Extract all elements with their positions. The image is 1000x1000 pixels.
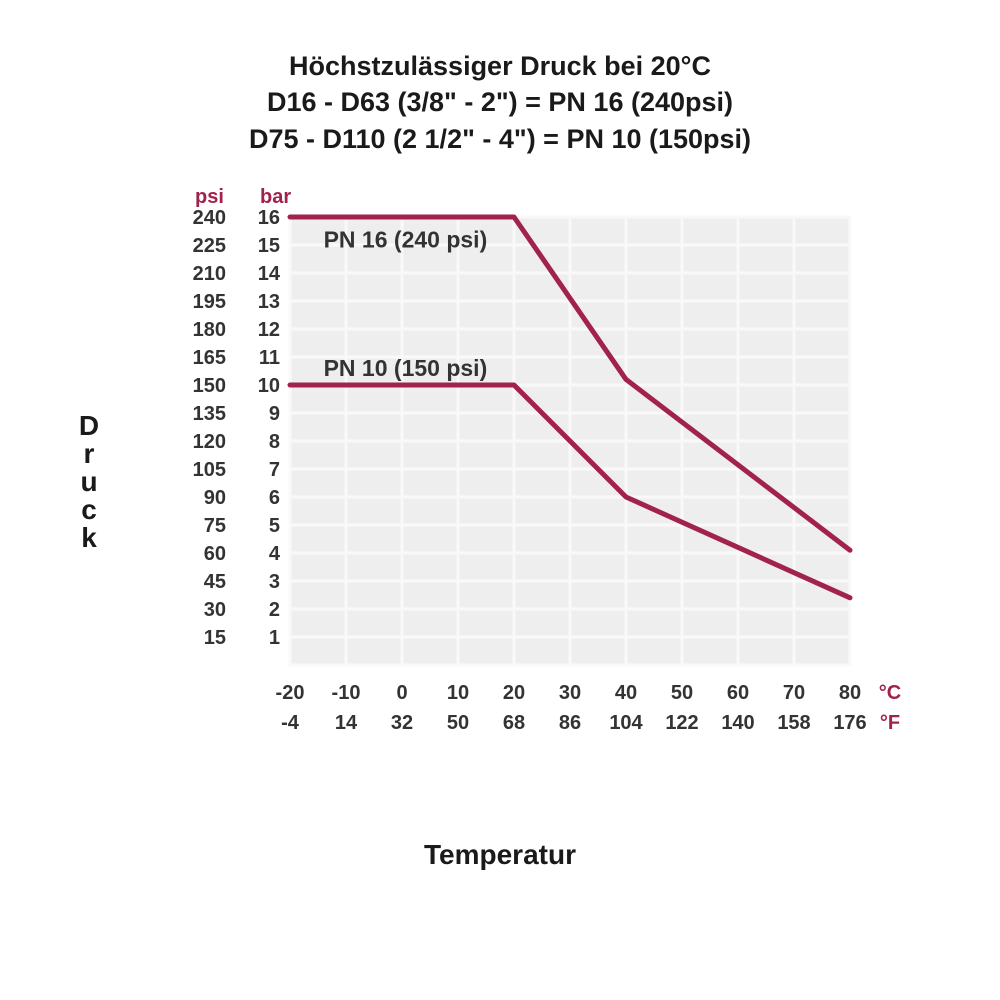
svg-text:104: 104 [609, 712, 643, 734]
svg-text:°C: °C [879, 682, 901, 704]
svg-text:0: 0 [396, 682, 407, 704]
chart-container: Druck psibar1513024536047559061057120813… [0, 157, 1000, 877]
svg-text:1: 1 [269, 627, 280, 649]
svg-text:10: 10 [258, 375, 280, 397]
svg-text:15: 15 [258, 235, 280, 257]
svg-text:180: 180 [193, 319, 226, 341]
svg-text:70: 70 [783, 682, 805, 704]
svg-text:165: 165 [193, 347, 226, 369]
svg-text:psi: psi [195, 186, 224, 208]
svg-text:80: 80 [839, 682, 861, 704]
svg-text:11: 11 [259, 347, 280, 369]
svg-text:176: 176 [833, 712, 866, 734]
title-line-3: D75 - D110 (2 1/2" - 4") = PN 10 (150psi… [0, 121, 1000, 157]
title-line-1: Höchstzulässiger Druck bei 20°C [0, 48, 1000, 84]
pressure-temperature-chart: psibar1513024536047559061057120813591501… [120, 169, 940, 809]
svg-text:30: 30 [204, 599, 226, 621]
svg-text:135: 135 [193, 403, 226, 425]
svg-text:90: 90 [204, 487, 226, 509]
svg-text:120: 120 [193, 431, 226, 453]
title-line-2: D16 - D63 (3/8" - 2") = PN 16 (240psi) [0, 84, 1000, 120]
svg-text:-20: -20 [276, 682, 305, 704]
svg-text:12: 12 [258, 319, 280, 341]
svg-text:158: 158 [777, 712, 810, 734]
svg-text:45: 45 [204, 571, 226, 593]
svg-text:60: 60 [727, 682, 749, 704]
y-axis-title: Druck [75, 412, 103, 552]
title-block: Höchstzulässiger Druck bei 20°C D16 - D6… [0, 0, 1000, 157]
svg-text:195: 195 [193, 291, 226, 313]
svg-text:bar: bar [260, 186, 291, 208]
svg-text:20: 20 [503, 682, 525, 704]
svg-text:40: 40 [615, 682, 637, 704]
svg-text:225: 225 [193, 235, 226, 257]
svg-text:75: 75 [204, 515, 226, 537]
svg-text:150: 150 [193, 375, 226, 397]
svg-text:140: 140 [721, 712, 754, 734]
svg-text:86: 86 [559, 712, 581, 734]
svg-text:210: 210 [193, 263, 226, 285]
svg-text:2: 2 [269, 599, 280, 621]
svg-text:10: 10 [447, 682, 469, 704]
series-label: PN 10 (150 psi) [324, 356, 488, 382]
svg-text:3: 3 [269, 571, 280, 593]
svg-text:15: 15 [204, 627, 226, 649]
svg-text:105: 105 [193, 459, 226, 481]
series-label: PN 16 (240 psi) [324, 227, 488, 253]
svg-text:122: 122 [665, 712, 698, 734]
svg-text:°F: °F [880, 712, 900, 734]
svg-text:30: 30 [559, 682, 581, 704]
svg-text:50: 50 [447, 712, 469, 734]
svg-text:6: 6 [269, 487, 280, 509]
svg-text:16: 16 [258, 207, 280, 229]
svg-text:68: 68 [503, 712, 525, 734]
svg-text:7: 7 [269, 459, 280, 481]
svg-text:14: 14 [335, 712, 358, 734]
svg-text:9: 9 [269, 403, 280, 425]
svg-text:-10: -10 [332, 682, 361, 704]
svg-text:13: 13 [258, 291, 280, 313]
svg-text:-4: -4 [281, 712, 300, 734]
x-axis-title: Temperatur [0, 839, 1000, 871]
svg-text:60: 60 [204, 543, 226, 565]
svg-text:8: 8 [269, 431, 280, 453]
svg-text:50: 50 [671, 682, 693, 704]
svg-text:5: 5 [269, 515, 280, 537]
svg-text:14: 14 [258, 263, 281, 285]
svg-text:32: 32 [391, 712, 413, 734]
svg-text:4: 4 [269, 543, 281, 565]
svg-text:240: 240 [193, 207, 226, 229]
